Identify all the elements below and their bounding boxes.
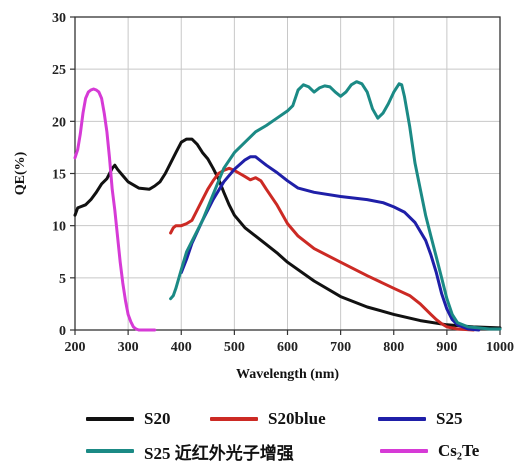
x-tick-label: 900 [436, 340, 457, 355]
series-line-1 [169, 166, 475, 332]
legend-item-s20: S20 [86, 408, 170, 430]
y-tick-label: 0 [59, 324, 66, 339]
x-tick-label: 500 [224, 340, 245, 355]
legend-swatch-s25 [378, 417, 426, 421]
legend-item-s25-nir: S25 近红外光子增强 [86, 440, 294, 463]
x-axis-label: Wavelength (nm) [236, 367, 339, 382]
legend-label-s25-nir: S25 近红外光子增强 [144, 443, 294, 463]
x-tick-label: 800 [383, 340, 404, 355]
series-line-2 [179, 155, 481, 332]
x-tick-label: 200 [65, 340, 86, 355]
series-line-3 [169, 80, 502, 331]
legend: S20 S20blue S25 S25 近红外光子增强 Cs₂Te [0, 398, 516, 465]
legend-item-s25: S25 [378, 408, 462, 430]
legend-label-cs2te: Cs₂Te [438, 441, 480, 460]
y-tick-label: 25 [52, 63, 66, 78]
y-axis-label: QE(%) [13, 151, 28, 195]
legend-label-s25: S25 [436, 409, 463, 428]
y-tick-label: 15 [52, 168, 66, 183]
y-tick-label: 20 [52, 115, 66, 130]
legend-label-s20: S20 [144, 409, 171, 428]
legend-swatch-cs2te [380, 449, 428, 453]
x-tick-label: 700 [330, 340, 351, 355]
y-tick-label: 30 [52, 11, 66, 26]
qe-chart: 200 300 400 500 600 700 800 900 1000 0 5 10 15 20 25 30… [13, 11, 514, 382]
legend-item-s20blue: S20blue [210, 408, 326, 430]
x-tick-label: 400 [171, 340, 192, 355]
legend-swatch-s20 [86, 417, 134, 421]
x-tick-label: 600 [277, 340, 298, 355]
x-tick-label: 300 [118, 340, 139, 355]
legend-label-s20blue: S20blue [268, 409, 326, 428]
legend-swatch-s25-nir [86, 449, 134, 453]
legend-item-cs2te: Cs₂Te [380, 440, 479, 462]
x-tick-label: 1000 [486, 340, 514, 355]
y-tick-label: 10 [52, 220, 66, 235]
series-line-0 [73, 137, 502, 330]
y-tick-label: 5 [59, 272, 66, 287]
series-line-4 [73, 87, 157, 332]
legend-swatch-s20blue [210, 417, 258, 421]
